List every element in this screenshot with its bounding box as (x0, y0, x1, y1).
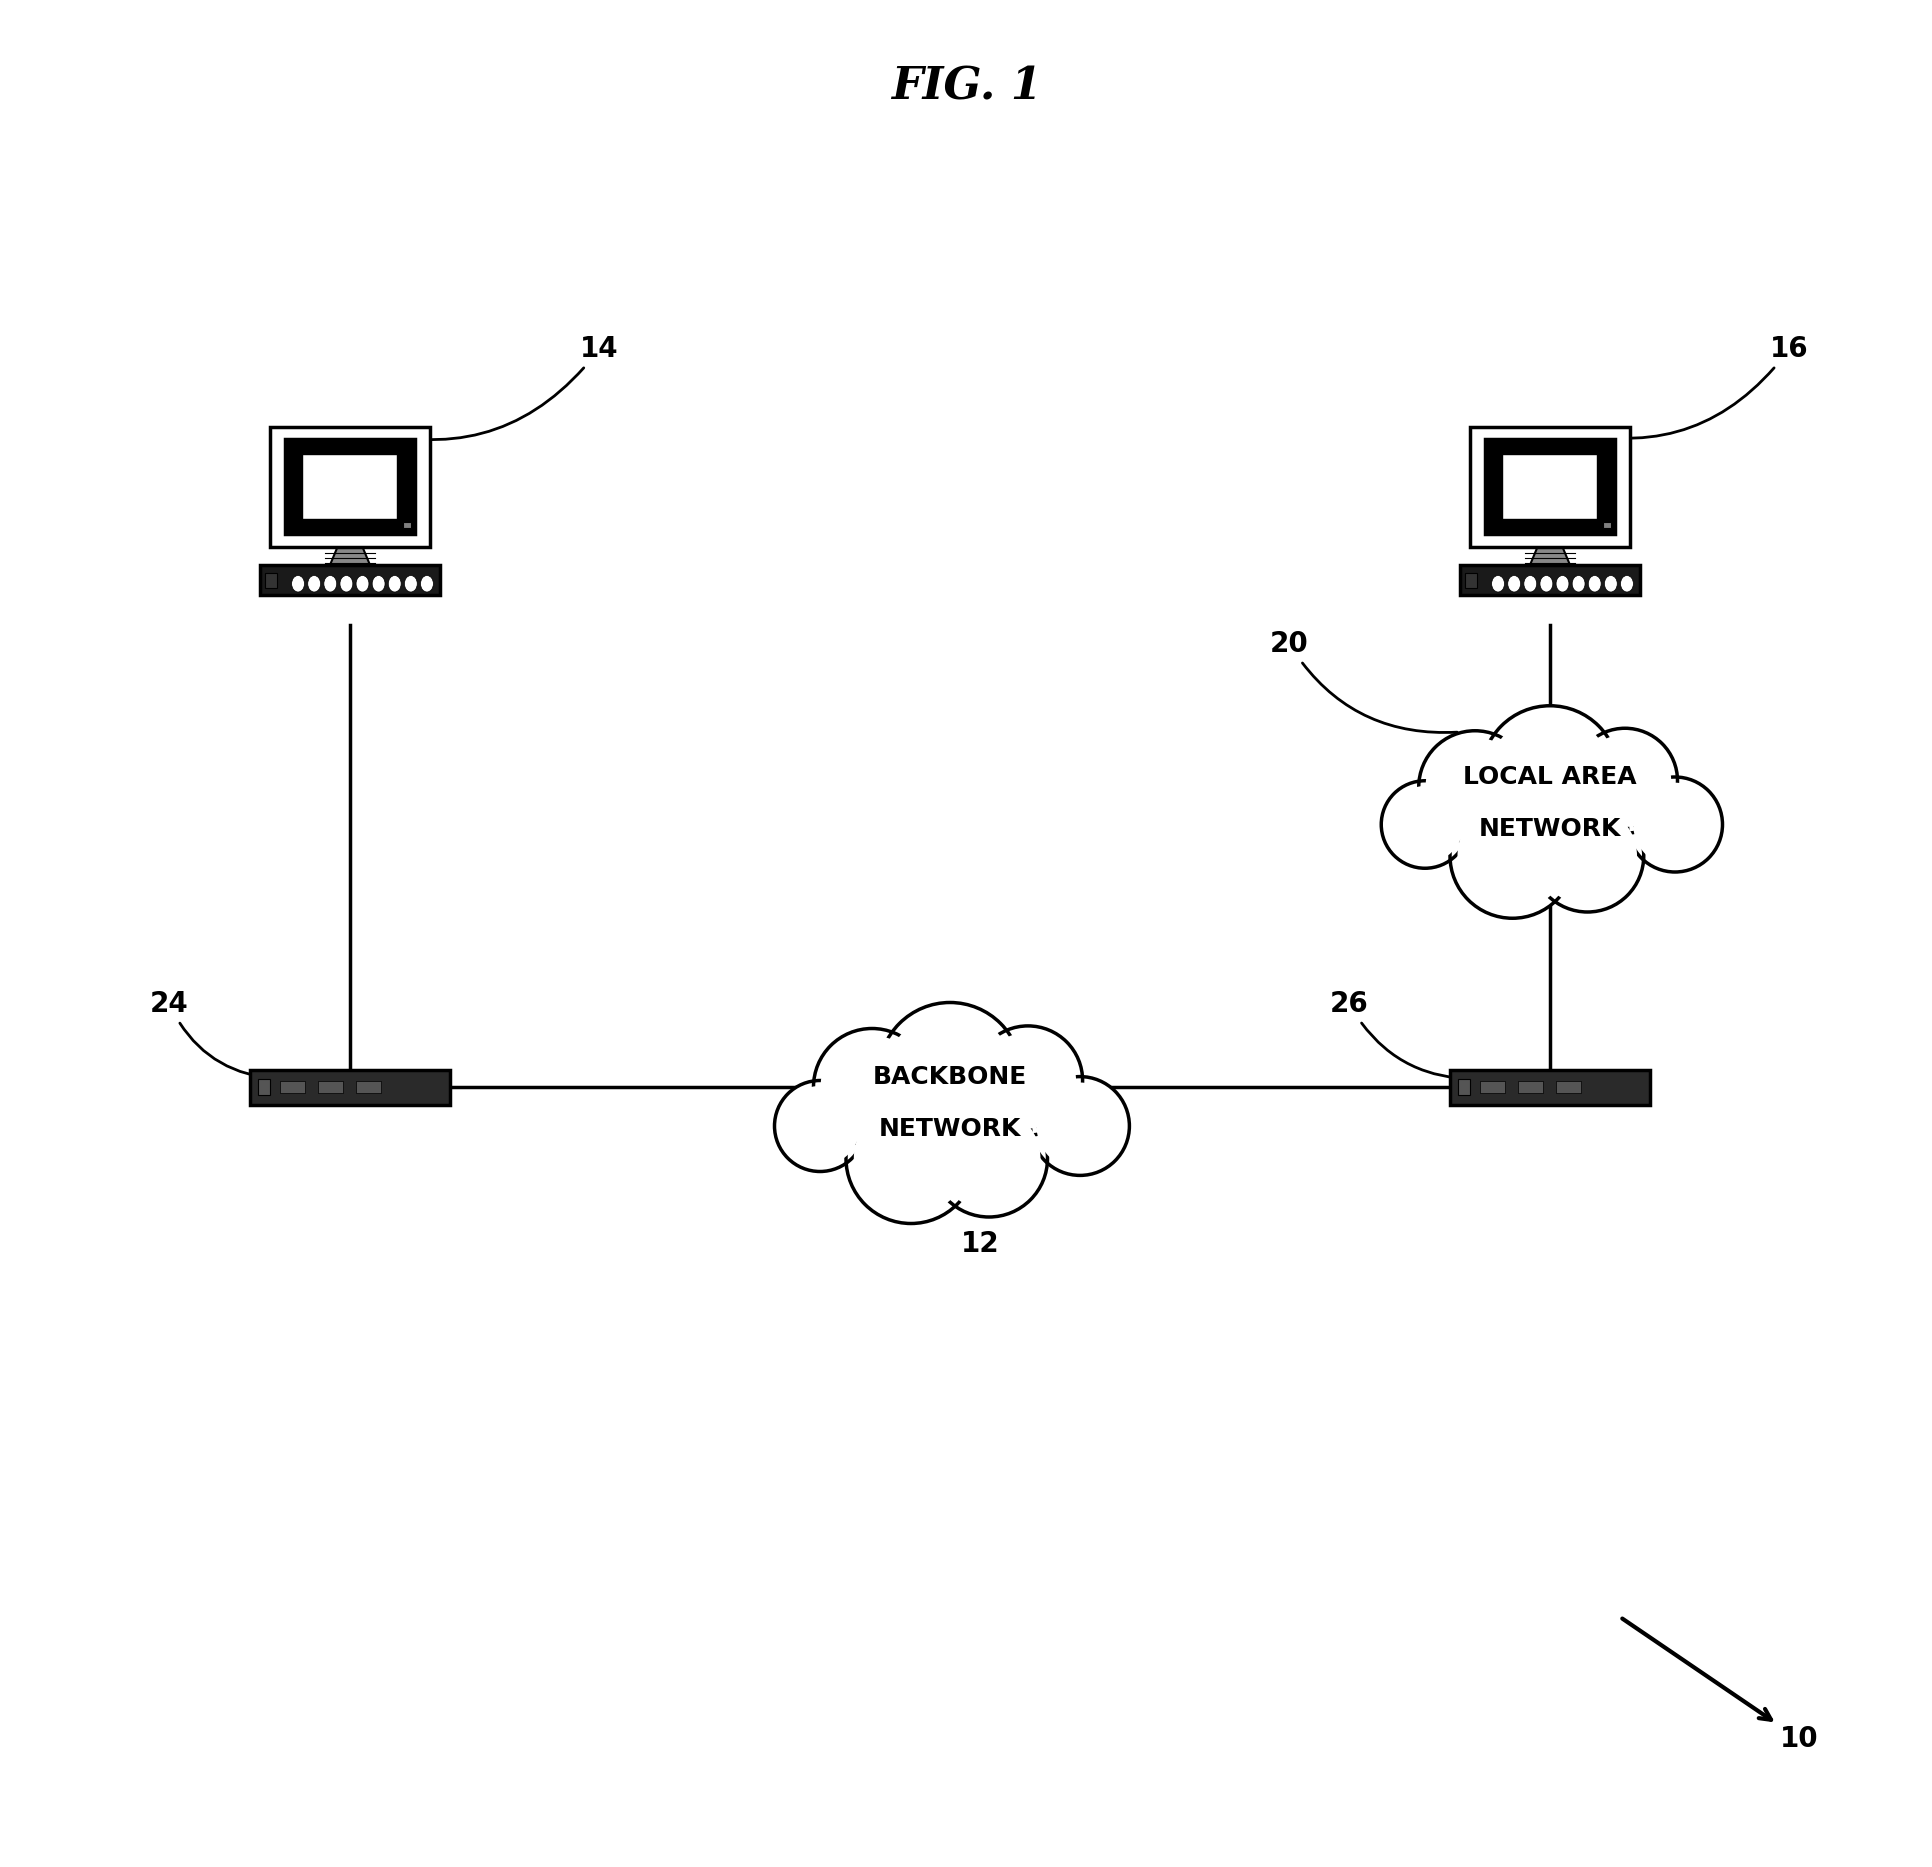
Circle shape (879, 1003, 1022, 1146)
Circle shape (1482, 706, 1619, 844)
Circle shape (980, 1032, 1076, 1128)
Circle shape (854, 1102, 968, 1215)
Circle shape (1381, 780, 1468, 868)
FancyBboxPatch shape (270, 428, 431, 547)
Circle shape (1532, 799, 1644, 911)
FancyBboxPatch shape (1486, 439, 1615, 534)
Text: FIG. 1: FIG. 1 (891, 65, 1041, 108)
Ellipse shape (1540, 575, 1553, 592)
FancyBboxPatch shape (1604, 523, 1611, 528)
Circle shape (1387, 786, 1464, 863)
FancyBboxPatch shape (1461, 566, 1640, 596)
Circle shape (821, 1036, 923, 1139)
FancyBboxPatch shape (1451, 1070, 1650, 1105)
FancyBboxPatch shape (249, 1070, 450, 1105)
Text: 24: 24 (151, 990, 276, 1079)
Ellipse shape (1524, 575, 1536, 592)
Circle shape (1451, 793, 1575, 919)
Circle shape (1030, 1077, 1130, 1176)
FancyBboxPatch shape (280, 1081, 305, 1092)
FancyBboxPatch shape (404, 523, 412, 528)
Text: 10: 10 (1623, 1619, 1818, 1753)
Circle shape (781, 1087, 860, 1167)
Ellipse shape (292, 575, 305, 592)
FancyBboxPatch shape (1555, 1081, 1580, 1092)
FancyBboxPatch shape (1459, 1079, 1470, 1096)
Text: 12: 12 (960, 1230, 999, 1258)
FancyBboxPatch shape (1519, 1081, 1544, 1092)
Circle shape (931, 1100, 1047, 1217)
FancyBboxPatch shape (355, 1081, 381, 1092)
Ellipse shape (325, 575, 336, 592)
Ellipse shape (1621, 575, 1633, 592)
Circle shape (1578, 734, 1671, 827)
Ellipse shape (1507, 575, 1520, 592)
Ellipse shape (1604, 575, 1617, 592)
FancyBboxPatch shape (1503, 454, 1598, 519)
Ellipse shape (373, 575, 384, 592)
Circle shape (1633, 782, 1718, 866)
Circle shape (813, 1029, 931, 1146)
FancyBboxPatch shape (1470, 428, 1631, 547)
Ellipse shape (421, 575, 433, 592)
Circle shape (937, 1107, 1041, 1210)
FancyBboxPatch shape (319, 1081, 344, 1092)
FancyBboxPatch shape (259, 1079, 270, 1096)
Circle shape (1573, 728, 1677, 833)
Text: 26: 26 (1329, 990, 1478, 1079)
Ellipse shape (340, 575, 354, 592)
Ellipse shape (1588, 575, 1602, 592)
Circle shape (1538, 807, 1636, 905)
Text: BACKBONE: BACKBONE (873, 1064, 1028, 1088)
Ellipse shape (1573, 575, 1584, 592)
FancyBboxPatch shape (286, 439, 415, 534)
Circle shape (1037, 1083, 1124, 1169)
Circle shape (887, 1012, 1012, 1137)
Circle shape (1418, 730, 1532, 844)
Polygon shape (1530, 547, 1571, 566)
Ellipse shape (1555, 575, 1569, 592)
Text: 16: 16 (1557, 334, 1808, 439)
Circle shape (974, 1025, 1082, 1135)
Text: 20: 20 (1269, 629, 1457, 732)
Ellipse shape (404, 575, 417, 592)
Text: NETWORK: NETWORK (1478, 818, 1621, 840)
FancyBboxPatch shape (303, 454, 398, 519)
Circle shape (1490, 713, 1611, 835)
FancyBboxPatch shape (265, 573, 276, 588)
Circle shape (1627, 777, 1723, 872)
Circle shape (775, 1081, 866, 1171)
Polygon shape (330, 547, 371, 566)
Ellipse shape (1492, 575, 1505, 592)
Text: LOCAL AREA: LOCAL AREA (1463, 765, 1636, 790)
Text: 14: 14 (357, 334, 618, 439)
FancyBboxPatch shape (261, 566, 440, 596)
Circle shape (1457, 801, 1567, 911)
Text: NETWORK: NETWORK (879, 1116, 1022, 1141)
Circle shape (1426, 737, 1524, 836)
Circle shape (846, 1094, 976, 1223)
FancyBboxPatch shape (1464, 573, 1476, 588)
Ellipse shape (355, 575, 369, 592)
Ellipse shape (307, 575, 321, 592)
FancyBboxPatch shape (1480, 1081, 1505, 1092)
Ellipse shape (388, 575, 402, 592)
